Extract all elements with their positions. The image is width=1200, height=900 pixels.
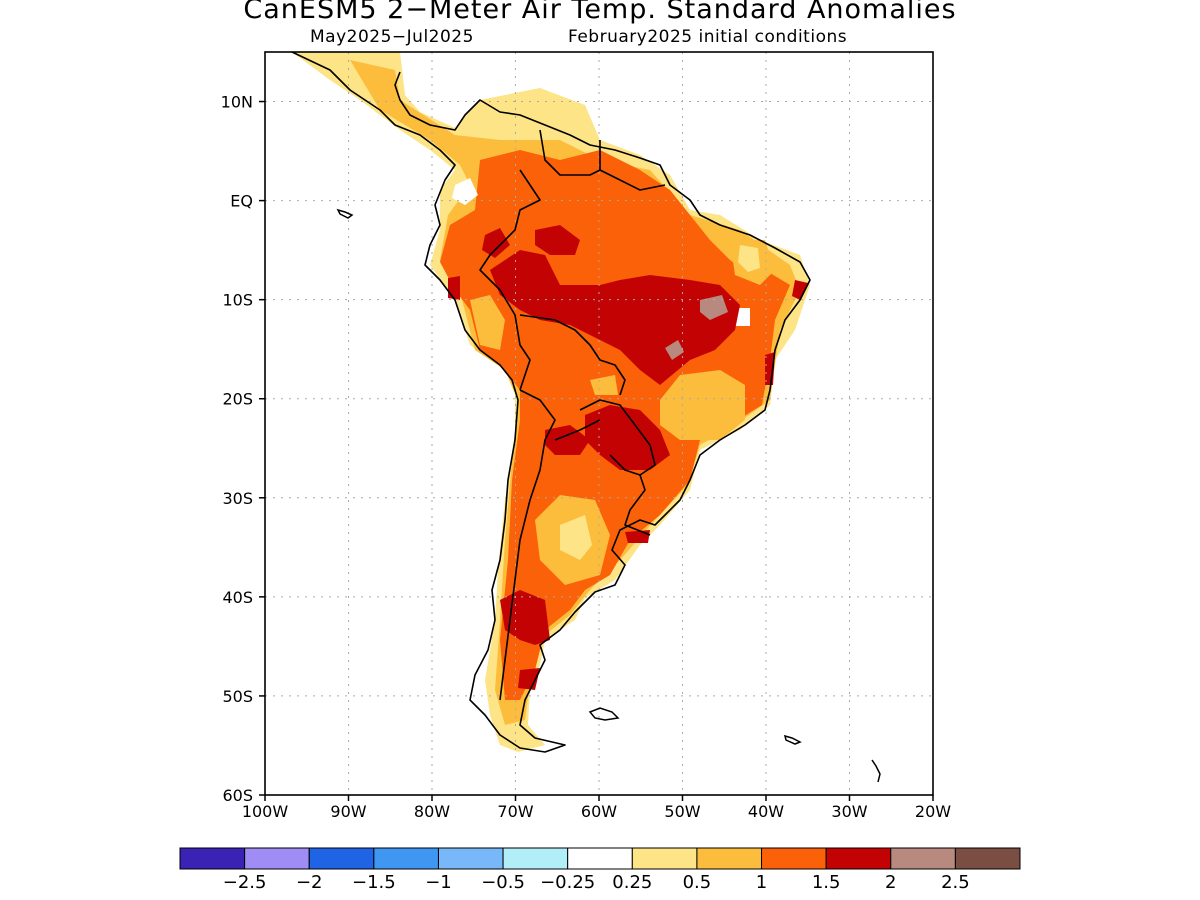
x-tick-label: 70W: [497, 802, 533, 821]
forecast-period: May2025−Jul2025: [310, 27, 474, 47]
anomaly-region-red: [482, 228, 510, 258]
anomaly-region-interior-light: [738, 245, 760, 272]
y-axis: 10N EQ 10S 20S 30S 40S 50S 60S: [221, 93, 265, 805]
country-border: [579, 399, 656, 476]
colorbar-swatch: [631, 847, 698, 870]
colorbar-label: 2.5: [941, 872, 970, 893]
falkland-islands: [588, 707, 620, 721]
anomaly-fields: [292, 52, 810, 752]
colorbar-swatch: [437, 847, 504, 870]
colorbar-label: 2: [885, 872, 896, 893]
y-tick-label: 10S: [222, 291, 253, 310]
colorbar-swatch: [308, 847, 375, 870]
x-axis: 100W 90W 80W 70W 60W 50W 40W 30W 20W: [242, 795, 951, 821]
anomaly-region-interior-light: [560, 515, 592, 560]
colorbar-swatch: [567, 847, 633, 870]
colorbar-label: −2: [296, 872, 323, 893]
map-title: CanESM5 2−Meter Air Temp. Standard Anoma…: [243, 0, 957, 25]
country-border: [599, 140, 666, 191]
anomaly-region-red: [625, 530, 650, 543]
x-tick-label: 100W: [242, 802, 289, 821]
country-border: [499, 389, 556, 701]
colorbar-swatch: [954, 847, 1021, 870]
country-border: [479, 169, 541, 391]
colorbar: −2.5 −2 −1.5 −1 −0.5 −0.25 0.25 0.5 1 1.5 2 2.5: [179, 847, 1021, 893]
y-tick-label: 60S: [222, 786, 253, 805]
anomaly-region-brown: [700, 295, 728, 320]
x-tick-label: 50W: [664, 802, 700, 821]
colorbar-swatch: [825, 847, 892, 870]
anomaly-region-brown: [665, 340, 684, 360]
colorbar-label: 0.25: [612, 872, 652, 893]
anomaly-region-interior-light: [660, 370, 745, 440]
country-border: [554, 419, 601, 441]
south-georgia: [783, 734, 802, 745]
colorbar-label: −2.5: [223, 872, 267, 893]
anomaly-region-white: [735, 308, 750, 326]
anomaly-region-red: [448, 276, 460, 300]
colorbar-label: −0.25: [540, 872, 595, 893]
colorbar-swatch: [244, 847, 310, 870]
galapagos: [336, 208, 354, 219]
anomaly-region-red: [545, 425, 590, 455]
y-tick-label: 30S: [222, 489, 253, 508]
south-sandwich-islands: [871, 759, 881, 783]
colorbar-label: −1: [425, 872, 452, 893]
colorbar-swatch: [761, 847, 827, 870]
colorbar-label: 1.5: [812, 872, 841, 893]
colorbar-label: −0.5: [481, 872, 525, 893]
continent-outline: [291, 51, 811, 753]
y-tick-label: 10N: [221, 93, 253, 112]
y-tick-label: EQ: [230, 192, 253, 211]
colorbar-swatch: [890, 847, 956, 870]
country-border: [519, 314, 626, 396]
coastlines: [291, 51, 811, 753]
country-border: [624, 474, 651, 536]
x-tick-label: 90W: [330, 802, 366, 821]
colorbar-swatch: [179, 847, 246, 870]
anomaly-region-white: [452, 178, 478, 205]
islands: [336, 208, 881, 783]
anomaly-region-red: [518, 668, 540, 690]
colorbar-label: 1: [756, 872, 767, 893]
anomaly-region-red: [792, 280, 808, 300]
y-tick-label: 40S: [222, 588, 253, 607]
x-tick-label: 30W: [831, 802, 867, 821]
x-tick-label: 20W: [915, 802, 951, 821]
anomaly-region-red: [535, 225, 580, 255]
anomaly-region-red: [585, 405, 670, 470]
colorbar-label: 0.5: [683, 872, 712, 893]
x-tick-label: 80W: [414, 802, 450, 821]
initial-conditions: February2025 initial conditions: [568, 27, 848, 47]
anomaly-region-red: [765, 352, 775, 385]
country-border: [539, 129, 601, 176]
y-tick-label: 50S: [222, 687, 253, 706]
anomaly-region-interior-light: [470, 295, 505, 350]
anomaly-region-interior-light: [590, 375, 618, 395]
colorbar-swatch: [502, 847, 569, 870]
x-tick-label: 40W: [748, 802, 784, 821]
colorbar-swatch: [696, 847, 763, 870]
colorbar-label: −1.5: [352, 872, 396, 893]
y-tick-label: 20S: [222, 390, 253, 409]
colorbar-swatch: [373, 847, 439, 870]
x-tick-label: 60W: [581, 802, 617, 821]
